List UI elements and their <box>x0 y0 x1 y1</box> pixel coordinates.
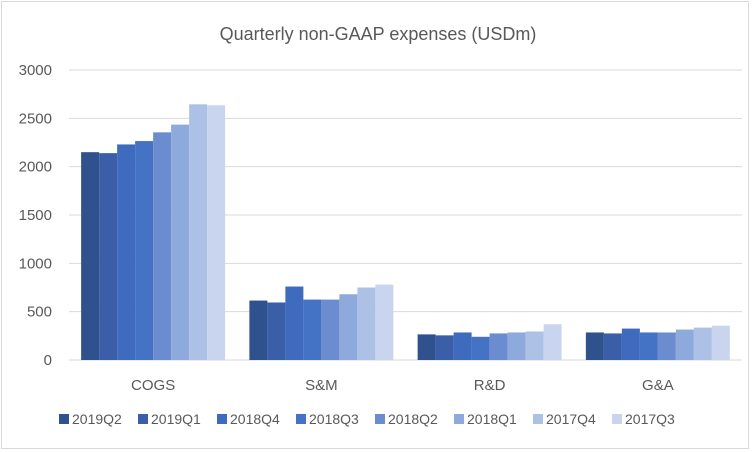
bar <box>117 144 136 360</box>
y-tick-label: 2000 <box>19 159 52 176</box>
category-label: R&D <box>474 377 506 394</box>
bar <box>249 300 268 360</box>
legend-label: 2019Q1 <box>151 411 201 427</box>
legend-swatch <box>217 414 227 424</box>
bar <box>171 124 190 360</box>
bar <box>321 299 340 360</box>
y-tick-label: 0 <box>44 352 52 369</box>
bar <box>207 105 226 361</box>
bar <box>135 141 154 360</box>
bar <box>693 327 712 360</box>
bar <box>711 325 730 360</box>
category-label: COGS <box>131 377 175 394</box>
legend-swatch <box>296 414 306 424</box>
bar <box>603 333 622 360</box>
x-axis-categories: COGS S&M R&D G&A <box>131 377 674 394</box>
category-label: G&A <box>642 377 674 394</box>
legend-label: 2017Q3 <box>625 411 675 427</box>
bar <box>585 332 604 360</box>
legend-swatch <box>138 414 148 424</box>
y-tick-label: 2500 <box>19 110 52 127</box>
legend-label: 2018Q3 <box>309 411 359 427</box>
bar <box>543 324 562 360</box>
legend-label: 2017Q4 <box>546 411 596 427</box>
bars <box>81 104 730 361</box>
legend-label: 2019Q2 <box>72 411 122 427</box>
bar <box>189 104 208 360</box>
legend-swatch <box>454 414 464 424</box>
y-tick-label: 3000 <box>19 62 52 79</box>
bar <box>417 334 436 360</box>
legend-swatch <box>59 414 69 424</box>
bar <box>375 284 394 360</box>
category-label: S&M <box>305 377 338 394</box>
bar <box>357 287 376 360</box>
y-axis-ticks: 0 500 1000 1500 2000 2500 3000 <box>19 62 52 369</box>
legend-label: 2018Q4 <box>230 411 280 427</box>
bar <box>435 335 454 360</box>
bar <box>267 302 286 360</box>
bar <box>99 153 118 360</box>
bar <box>81 152 100 360</box>
bar <box>303 299 322 360</box>
legend: 2019Q2 2019Q1 2018Q4 2018Q3 2018Q2 2018Q1 2017… <box>59 411 675 427</box>
bar <box>639 332 658 360</box>
legend-swatch <box>375 414 385 424</box>
bar <box>675 329 694 360</box>
legend-label: 2018Q2 <box>388 411 438 427</box>
y-tick-label: 1500 <box>19 207 52 224</box>
bar <box>489 333 508 360</box>
legend-swatch <box>612 414 622 424</box>
legend-swatch <box>533 414 543 424</box>
bar <box>339 294 358 360</box>
chart-title: Quarterly non-GAAP expenses (USDm) <box>220 24 537 44</box>
legend-label: 2018Q1 <box>467 411 517 427</box>
bar <box>153 132 172 360</box>
bar <box>621 328 640 360</box>
bar <box>657 332 676 360</box>
y-tick-label: 1000 <box>19 255 52 272</box>
bar <box>285 286 304 360</box>
bar <box>525 331 544 360</box>
bar <box>507 332 526 360</box>
bar <box>453 332 472 360</box>
bar <box>471 336 490 360</box>
y-tick-label: 500 <box>27 304 52 321</box>
